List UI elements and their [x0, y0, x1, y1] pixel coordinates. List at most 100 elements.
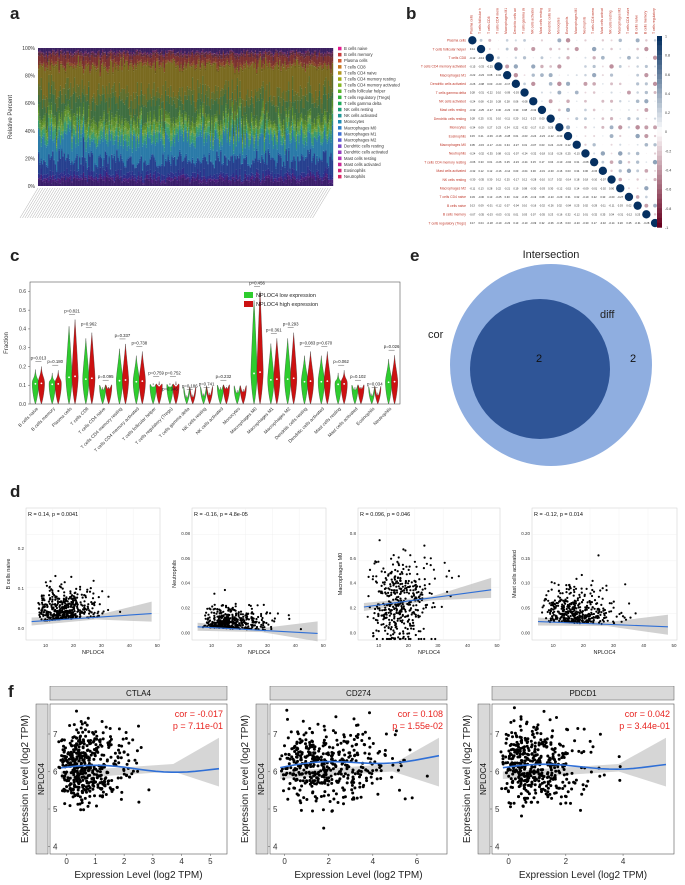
stacked-segment — [191, 139, 194, 143]
stacked-segment — [141, 133, 144, 134]
stacked-segment — [93, 178, 95, 182]
stacked-segment — [86, 122, 89, 128]
stacked-segment — [79, 180, 81, 186]
stacked-segment — [230, 106, 232, 115]
stacked-segment — [317, 56, 320, 65]
stacked-segment — [139, 124, 141, 133]
stacked-segment — [46, 182, 49, 186]
stacked-segment — [195, 160, 198, 163]
stacked-segment — [299, 159, 302, 161]
stacked-segment — [236, 62, 239, 67]
stacked-segment — [80, 102, 82, 120]
stacked-segment — [107, 162, 109, 164]
stacked-segment — [257, 177, 259, 186]
stacked-segment — [306, 156, 308, 159]
stacked-segment — [230, 155, 232, 157]
stacked-segment — [123, 138, 126, 141]
stacked-segment — [130, 124, 132, 132]
stacked-segment — [286, 51, 289, 54]
stacked-segment — [62, 123, 64, 127]
stacked-segment — [168, 103, 171, 113]
stacked-segment — [175, 176, 177, 179]
stacked-segment — [304, 180, 307, 186]
stacked-segment — [257, 63, 259, 68]
stacked-segment — [129, 148, 131, 157]
stacked-segment — [97, 137, 99, 144]
stacked-segment — [222, 113, 225, 117]
stacked-segment — [177, 112, 180, 117]
stacked-segment — [315, 176, 317, 181]
stacked-segment — [194, 133, 196, 135]
stacked-segment — [113, 62, 116, 64]
stacked-segment — [206, 132, 208, 139]
stacked-segment — [67, 51, 69, 53]
stacked-segment — [111, 179, 113, 186]
stacked-segment — [191, 159, 194, 173]
stacked-segment — [204, 124, 207, 126]
stacked-segment — [49, 71, 52, 94]
stacked-segment — [194, 68, 196, 71]
stacked-segment — [117, 141, 119, 146]
stacked-segment — [85, 175, 87, 178]
stacked-segment — [221, 176, 223, 182]
stacked-segment — [143, 52, 145, 54]
stacked-segment — [257, 150, 259, 160]
stacked-segment — [122, 148, 125, 162]
stacked-segment — [46, 177, 49, 183]
stacked-segment — [245, 130, 248, 133]
stacked-segment — [147, 174, 149, 179]
stacked-segment — [203, 102, 205, 118]
stacked-segment — [239, 62, 241, 66]
stacked-segment — [249, 128, 252, 132]
stacked-segment — [76, 66, 78, 85]
stacked-segment — [76, 48, 78, 51]
stacked-segment — [98, 157, 100, 175]
stacked-segment — [294, 179, 296, 186]
stacked-segment — [147, 51, 149, 54]
stacked-segment — [179, 48, 181, 54]
stacked-segment — [232, 141, 235, 144]
stacked-segment — [212, 53, 214, 55]
stacked-segment — [311, 133, 313, 136]
stacked-segment — [112, 145, 114, 158]
stacked-segment — [140, 113, 143, 115]
stacked-segment — [116, 103, 118, 112]
stacked-segment — [315, 51, 317, 56]
stacked-segment — [112, 128, 114, 132]
stacked-segment — [182, 137, 185, 141]
stacked-segment — [247, 133, 249, 138]
stacked-segment — [61, 150, 63, 173]
stacked-segment — [302, 53, 304, 57]
stacked-segment — [161, 138, 163, 164]
stacked-segment — [135, 48, 137, 50]
stacked-segment — [159, 165, 162, 167]
stacked-segment — [291, 122, 294, 126]
stacked-segment — [225, 128, 227, 157]
stacked-segment — [116, 61, 118, 65]
stacked-segment — [295, 49, 298, 51]
stacked-segment — [240, 127, 243, 135]
stacked-segment — [152, 141, 154, 144]
stacked-segment — [73, 48, 76, 53]
stacked-segment — [113, 155, 116, 176]
stacked-segment — [221, 62, 223, 67]
stacked-segment — [240, 123, 243, 124]
stacked-segment — [295, 134, 298, 136]
stacked-segment — [148, 127, 150, 132]
stacked-segment — [211, 181, 213, 186]
stacked-segment — [195, 124, 198, 126]
stacked-segment — [132, 52, 135, 54]
stacked-segment — [311, 160, 313, 163]
stacked-segment — [245, 100, 248, 115]
stacked-segment — [86, 167, 89, 170]
stacked-segment — [303, 58, 305, 63]
stacked-segment — [216, 68, 218, 72]
stacked-segment — [91, 65, 94, 97]
stacked-segment — [116, 149, 118, 151]
stacked-segment — [114, 160, 117, 163]
stacked-segment — [71, 48, 73, 54]
stacked-segment — [120, 54, 122, 57]
stacked-segment — [138, 141, 140, 144]
stacked-segment — [274, 106, 276, 121]
stacked-segment — [117, 127, 119, 133]
